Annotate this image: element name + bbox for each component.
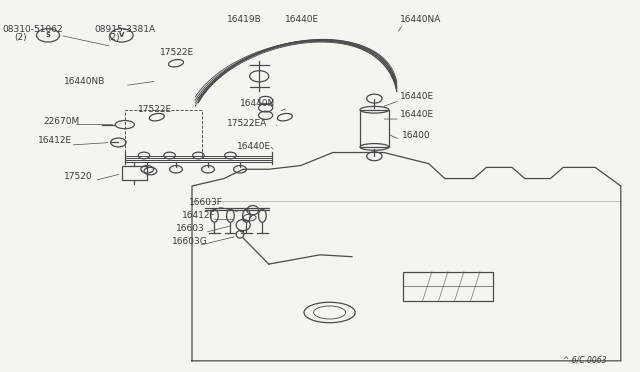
Text: 22670M: 22670M: [44, 116, 80, 125]
Text: 16440NA: 16440NA: [400, 15, 442, 24]
Bar: [122, 166, 147, 180]
Text: (2): (2): [108, 33, 120, 42]
Text: 16440E: 16440E: [400, 110, 434, 119]
Text: 08310-51062: 08310-51062: [2, 25, 63, 33]
Text: 16419B: 16419B: [227, 15, 262, 24]
Text: 16440E: 16440E: [237, 142, 271, 151]
Bar: [403, 272, 493, 301]
Text: V: V: [119, 32, 124, 38]
Text: 08915-3381A: 08915-3381A: [94, 25, 156, 33]
Text: 16412E: 16412E: [38, 136, 72, 145]
Text: 16440N: 16440N: [240, 99, 275, 108]
Text: 17520: 17520: [64, 172, 93, 181]
Text: 16603F: 16603F: [189, 198, 223, 206]
Text: 17522E: 17522E: [138, 105, 172, 113]
Text: S: S: [45, 32, 51, 38]
Text: 16603: 16603: [176, 224, 205, 232]
Text: 16412F: 16412F: [182, 211, 216, 219]
Bar: [360, 110, 389, 147]
Text: 16603G: 16603G: [172, 237, 207, 246]
Text: (2): (2): [14, 33, 27, 42]
Text: 17522EA: 17522EA: [227, 119, 268, 128]
Text: 16440NB: 16440NB: [64, 77, 106, 86]
Text: 16440E: 16440E: [285, 15, 319, 24]
Text: ^ 6/C 0063: ^ 6/C 0063: [563, 356, 607, 365]
Text: 16440E: 16440E: [400, 92, 434, 100]
Text: 17522E: 17522E: [160, 48, 194, 57]
Text: 16400: 16400: [402, 131, 431, 140]
Bar: [125, 110, 202, 158]
